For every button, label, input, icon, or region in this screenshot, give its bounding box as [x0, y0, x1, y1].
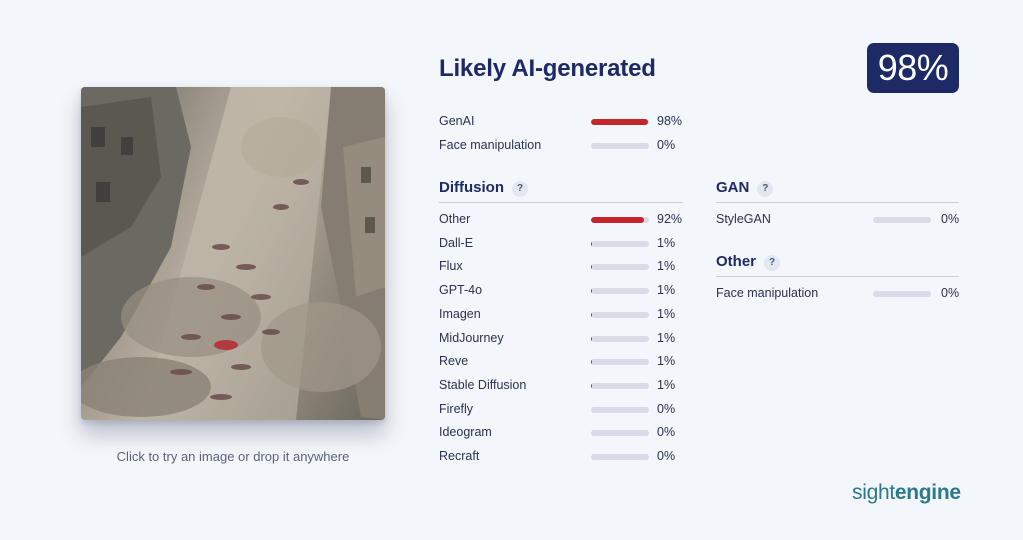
summary-row: Face manipulation 0% [439, 138, 689, 154]
diffusion-row: Ideogram 0% [439, 425, 689, 441]
diffusion-row: Stable Diffusion 1% [439, 378, 689, 394]
diffusion-label: Ideogram [439, 425, 492, 440]
result-title: Likely AI-generated [439, 55, 656, 82]
diffusion-bar-fill [591, 311, 592, 318]
diffusion-bar [591, 382, 649, 389]
summary-percent: 98% [657, 114, 683, 128]
brand-part-sight: sight [852, 481, 895, 504]
gan-section-header: GAN? [716, 179, 774, 197]
gan-section-title: GAN [716, 179, 750, 196]
gan-bar [873, 217, 931, 223]
gan-divider [716, 202, 959, 203]
summary-bar-fill [591, 119, 648, 125]
diffusion-percent: 1% [657, 306, 676, 321]
summary-label: GenAI [439, 114, 475, 128]
gan-row: StyleGAN 0% [716, 212, 966, 228]
other-percent: 0% [941, 286, 960, 300]
diffusion-row: Flux 1% [439, 259, 689, 275]
other-label: Face manipulation [716, 286, 819, 300]
diffusion-bar-fill [591, 217, 645, 223]
diffusion-bar [591, 335, 649, 342]
diffusion-label: Dall-E [439, 235, 474, 250]
diffusion-percent: 1% [657, 354, 676, 369]
diffusion-percent: 0% [657, 425, 676, 440]
other-section-header: Other? [716, 253, 781, 271]
summary-row: GenAI 98% [439, 114, 689, 130]
other-divider [716, 276, 959, 277]
brand-part-engine: engine [894, 481, 961, 504]
diffusion-row: Dall-E 1% [439, 236, 689, 252]
diffusion-percent: 1% [657, 283, 676, 298]
diffusion-bar [591, 359, 649, 366]
rubble-street-image [81, 87, 385, 420]
diffusion-label: Reve [439, 354, 469, 369]
diffusion-bar-fill [591, 240, 592, 247]
diffusion-divider [439, 202, 683, 203]
score-badge: 98% [867, 43, 959, 93]
diffusion-section-title: Diffusion [439, 179, 504, 196]
diffusion-label: Imagen [439, 306, 481, 321]
diffusion-label: Firefly [439, 401, 474, 416]
diffusion-bar-fill [591, 359, 592, 366]
diffusion-percent: 1% [657, 377, 676, 392]
diffusion-bar-fill [591, 335, 592, 342]
summary-label: Face manipulation [439, 138, 542, 152]
upload-caption: Click to try an image or drop it anywher… [116, 449, 350, 464]
diffusion-label: Recraft [439, 449, 480, 463]
diffusion-row: GPT-4o 1% [439, 283, 689, 299]
other-help-icon[interactable]: ? [764, 255, 781, 271]
diffusion-label: Flux [439, 259, 463, 274]
summary-percent: 0% [657, 138, 676, 152]
diffusion-row: Recraft 0% [439, 449, 689, 465]
other-section-title: Other [716, 253, 757, 270]
diffusion-bar [591, 406, 649, 413]
summary-bar [591, 119, 649, 125]
uploaded-image[interactable] [81, 87, 385, 420]
diffusion-help-icon[interactable]: ? [512, 181, 528, 197]
diffusion-percent: 92% [657, 212, 683, 226]
diffusion-bar [591, 240, 649, 247]
diffusion-percent: 0% [657, 449, 676, 463]
diffusion-bar [591, 217, 649, 223]
diffusion-bar [591, 454, 649, 460]
diffusion-bar [591, 288, 649, 295]
diffusion-bar-fill [591, 382, 592, 389]
diffusion-label: MidJourney [439, 330, 504, 345]
diffusion-label: Stable Diffusion [439, 377, 527, 392]
diffusion-row: Firefly 0% [439, 402, 689, 418]
diffusion-bar-fill [591, 288, 592, 295]
diffusion-bar-fill [591, 264, 592, 271]
gan-help-icon[interactable]: ? [757, 181, 774, 197]
diffusion-row: Imagen 1% [439, 307, 689, 323]
diffusion-row: Other 92% [439, 212, 689, 228]
diffusion-label: Other [439, 212, 471, 226]
diffusion-bar [591, 311, 649, 318]
diffusion-section-header: Diffusion? [439, 179, 528, 197]
diffusion-percent: 1% [657, 330, 676, 345]
diffusion-bar [591, 264, 649, 271]
diffusion-bar [591, 430, 649, 437]
summary-bar [591, 143, 649, 149]
gan-percent: 0% [941, 212, 960, 226]
diffusion-row: MidJourney 1% [439, 331, 689, 347]
diffusion-percent: 0% [657, 401, 676, 416]
diffusion-row: Reve 1% [439, 354, 689, 370]
other-bar [873, 291, 931, 297]
gan-label: StyleGAN [716, 212, 771, 226]
diffusion-percent: 1% [657, 259, 676, 274]
diffusion-label: GPT-4o [439, 283, 483, 298]
diffusion-percent: 1% [657, 235, 676, 250]
sightengine-logo[interactable]: sightengine [852, 481, 961, 505]
other-row: Face manipulation 0% [716, 286, 966, 302]
